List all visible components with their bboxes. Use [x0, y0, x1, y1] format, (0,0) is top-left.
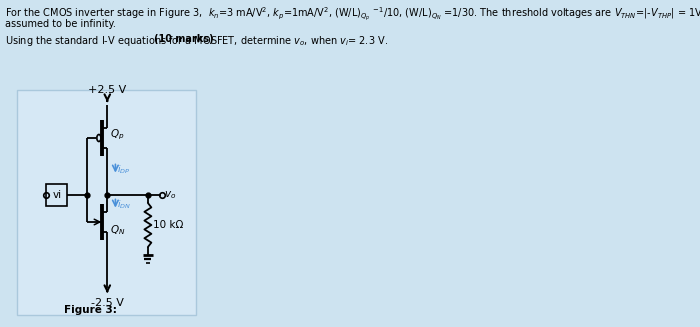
Text: $Q_p$: $Q_p$ — [110, 128, 124, 142]
Text: -2.5 V: -2.5 V — [91, 298, 124, 308]
Text: 10 kΩ: 10 kΩ — [153, 220, 183, 230]
Text: (10 marks): (10 marks) — [154, 34, 214, 44]
Text: $Q_N$: $Q_N$ — [110, 223, 125, 237]
Text: Using the standard I-V equations for a MOSFET, determine $v_o$, when $v_i$= 2.3 : Using the standard I-V equations for a M… — [5, 34, 398, 48]
Text: $i_{DP}$: $i_{DP}$ — [117, 164, 130, 176]
FancyBboxPatch shape — [18, 90, 196, 315]
Text: +2.5 V: +2.5 V — [88, 85, 127, 95]
Bar — [46, 184, 67, 206]
Text: vi: vi — [52, 190, 62, 200]
Text: For the CMOS inverter stage in Figure 3,  $k_n$=3 mA/V$^2$, $k_p$=1mA/V$^2$, (W/: For the CMOS inverter stage in Figure 3,… — [5, 5, 700, 23]
Text: $v_o$: $v_o$ — [164, 189, 176, 201]
Text: $i_{DN}$: $i_{DN}$ — [117, 198, 131, 211]
Text: Figure 3:: Figure 3: — [64, 305, 117, 315]
Text: assumed to be infinity.: assumed to be infinity. — [5, 19, 116, 29]
